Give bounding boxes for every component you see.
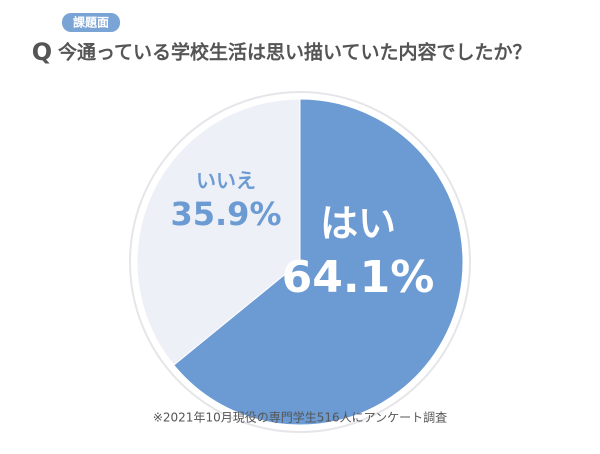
- chart-title: 今通っている学校生活は思い描いていた内容でしたか？: [57, 41, 531, 64]
- tag: 課題面: [73, 15, 109, 30]
- category-label: いいえ: [196, 169, 256, 193]
- category-label: はい: [320, 202, 396, 246]
- value-label: 35.9%: [170, 195, 281, 233]
- pie-slice: [136, 98, 301, 366]
- pie: [136, 98, 464, 426]
- pie-slice: [173, 98, 464, 426]
- tag-badge: [62, 13, 120, 32]
- footnote: ※2021年10月現役の専門学生516人にアンケート調査: [153, 410, 447, 425]
- value-label: 64.1%: [282, 252, 435, 303]
- q-marker: Q: [32, 38, 52, 66]
